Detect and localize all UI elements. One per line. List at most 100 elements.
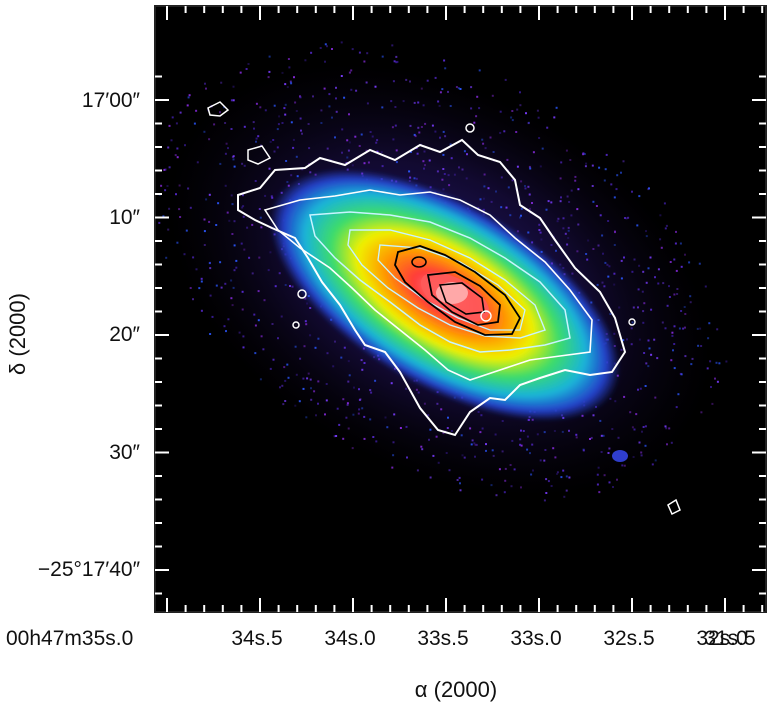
noise-pixel bbox=[519, 216, 521, 219]
noise-pixel bbox=[600, 434, 603, 437]
noise-pixel bbox=[192, 256, 195, 259]
noise-pixel bbox=[559, 177, 562, 180]
noise-pixel bbox=[495, 494, 498, 497]
noise-pixel bbox=[618, 306, 621, 309]
noise-pixel bbox=[307, 372, 310, 375]
noise-pixel bbox=[396, 60, 399, 63]
noise-pixel bbox=[670, 441, 673, 444]
noise-pixel bbox=[601, 234, 604, 237]
noise-pixel bbox=[675, 230, 677, 233]
noise-pixel bbox=[603, 179, 606, 182]
noise-pixel bbox=[544, 449, 547, 451]
noise-pixel bbox=[563, 495, 566, 498]
noise-pixel bbox=[213, 123, 216, 126]
noise-pixel bbox=[324, 60, 326, 63]
noise-pixel bbox=[258, 256, 261, 259]
noise-pixel bbox=[608, 447, 611, 450]
noise-pixel bbox=[644, 425, 647, 428]
noise-pixel bbox=[538, 223, 541, 226]
noise-pixel bbox=[363, 415, 366, 418]
noise-pixel bbox=[260, 226, 263, 229]
noise-pixel bbox=[532, 469, 534, 472]
noise-pixel bbox=[326, 45, 328, 48]
noise-pixel bbox=[437, 100, 440, 103]
y-tick-label: 10″ bbox=[109, 206, 140, 229]
noise-pixel bbox=[699, 327, 702, 330]
noise-pixel bbox=[511, 179, 514, 182]
noise-pixel bbox=[653, 338, 656, 341]
x-tick-label: 32s.5 bbox=[603, 627, 655, 650]
noise-pixel bbox=[187, 96, 190, 99]
y-tick-label: 17′00″ bbox=[81, 89, 140, 112]
noise-pixel bbox=[638, 264, 641, 267]
noise-pixel bbox=[490, 484, 493, 487]
noise-pixel bbox=[273, 104, 276, 107]
noise-pixel bbox=[638, 441, 641, 444]
noise-pixel bbox=[392, 454, 395, 457]
noise-pixel bbox=[520, 444, 523, 447]
noise-pixel bbox=[200, 277, 203, 280]
noise-pixel bbox=[363, 437, 366, 440]
noise-pixel bbox=[543, 431, 546, 434]
noise-pixel bbox=[485, 443, 487, 446]
noise-pixel bbox=[576, 208, 579, 211]
noise-pixel bbox=[645, 230, 647, 233]
noise-pixel bbox=[336, 407, 339, 410]
noise-pixel bbox=[688, 261, 691, 264]
noise-pixel bbox=[341, 151, 343, 154]
noise-pixel bbox=[427, 414, 430, 417]
noise-pixel bbox=[637, 388, 639, 391]
noise-pixel bbox=[440, 408, 443, 411]
noise-pixel bbox=[501, 450, 504, 453]
contour-inner-1 bbox=[394, 245, 522, 336]
noise-pixel bbox=[269, 251, 272, 254]
noise-pixel bbox=[528, 207, 531, 210]
noise-pixel bbox=[363, 362, 366, 364]
noise-pixel bbox=[665, 224, 668, 227]
noise-pixel bbox=[254, 180, 257, 182]
noise-pixel bbox=[203, 244, 206, 246]
noise-pixel bbox=[309, 378, 312, 381]
noise-pixel bbox=[501, 420, 504, 422]
noise-pixel bbox=[631, 426, 634, 429]
noise-pixel bbox=[676, 293, 679, 295]
noise-pixel bbox=[365, 81, 368, 84]
noise-pixel bbox=[208, 262, 211, 265]
noise-pixel bbox=[227, 318, 230, 321]
noise-pixel bbox=[566, 195, 569, 198]
noise-pixel bbox=[431, 124, 434, 127]
y-tick-label: −25°17′40″ bbox=[37, 558, 140, 581]
noise-pixel bbox=[168, 124, 171, 127]
noise-pixel bbox=[591, 164, 594, 167]
noise-pixel bbox=[437, 461, 440, 464]
noise-pixel bbox=[614, 230, 616, 233]
noise-pixel bbox=[545, 208, 548, 211]
noise-pixel bbox=[343, 96, 346, 99]
noise-pixel bbox=[219, 111, 221, 114]
noise-pixel bbox=[526, 448, 529, 451]
noise-pixel bbox=[689, 301, 692, 304]
noise-pixel bbox=[473, 442, 476, 445]
noise-pixel bbox=[217, 202, 220, 205]
noise-pixel bbox=[673, 343, 676, 345]
noise-pixel bbox=[461, 168, 464, 171]
noise-pixel bbox=[299, 357, 302, 360]
noise-pixel bbox=[272, 139, 275, 141]
noise-pixel bbox=[442, 188, 445, 191]
noise-pixel bbox=[186, 104, 189, 107]
noise-pixel bbox=[313, 390, 316, 393]
noise-pixel bbox=[670, 359, 673, 362]
noise-pixel bbox=[247, 63, 250, 65]
noise-pixel bbox=[233, 269, 236, 272]
noise-pixel bbox=[305, 323, 308, 326]
noise-pixel bbox=[367, 161, 370, 164]
noise-pixel bbox=[310, 387, 312, 390]
noise-pixel bbox=[245, 68, 248, 70]
noise-pixel bbox=[270, 195, 273, 198]
noise-pixel bbox=[304, 320, 307, 323]
noise-pixel bbox=[428, 159, 431, 162]
plot-frame bbox=[154, 5, 767, 613]
noise-pixel bbox=[326, 352, 329, 355]
noise-pixel bbox=[527, 122, 530, 125]
noise-pixel bbox=[683, 306, 686, 308]
